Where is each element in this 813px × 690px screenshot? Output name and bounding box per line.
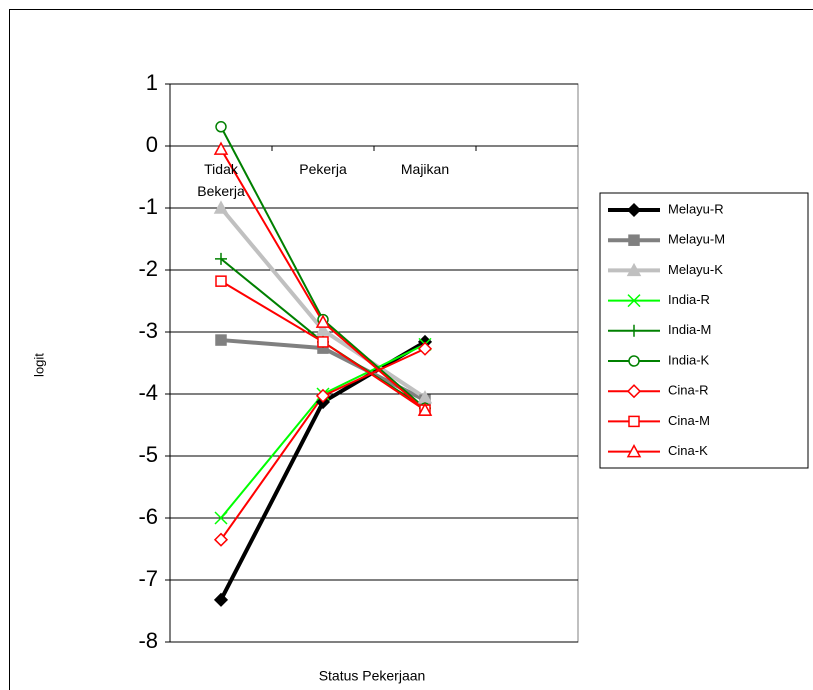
y-tick-label: -2 — [138, 256, 158, 281]
y-tick-label: 1 — [146, 70, 158, 95]
legend-label: Melayu-K — [668, 262, 723, 277]
y-axis-label: logit — [31, 353, 46, 377]
y-tick-label: -6 — [138, 504, 158, 529]
legend-label: Cina-R — [668, 383, 708, 398]
marker — [213, 141, 229, 155]
legend-item: India-M — [608, 322, 711, 337]
legend-item: India-R — [608, 292, 710, 308]
marker — [628, 355, 640, 367]
chart-border — [9, 9, 813, 690]
marker — [213, 592, 229, 607]
marker — [215, 252, 227, 265]
legend-label: India-R — [668, 292, 710, 307]
y-tick-label: -5 — [138, 442, 158, 467]
legend-label: Cina-M — [668, 413, 710, 428]
legend-item: Melayu-M — [608, 232, 725, 247]
x-tick-label: Majikan — [400, 161, 450, 177]
marker — [627, 294, 641, 308]
marker — [417, 341, 433, 356]
legend-item: Cina-M — [608, 413, 710, 428]
marker — [628, 234, 640, 246]
legend-label: Melayu-M — [668, 232, 725, 247]
marker — [215, 334, 227, 346]
legend-label: India-K — [668, 352, 710, 367]
marker — [213, 200, 229, 214]
legend-label: Melayu-R — [668, 201, 724, 216]
y-tick-label: -7 — [138, 566, 158, 591]
marker — [628, 415, 640, 428]
y-tick-label: -8 — [138, 628, 158, 653]
x-tick-label: Tidak Bekerja — [197, 161, 245, 199]
marker — [213, 532, 229, 547]
marker — [215, 275, 227, 287]
legend-item: Cina-R — [608, 383, 708, 399]
y-tick-label: -4 — [138, 380, 158, 405]
marker — [215, 121, 227, 133]
marker — [214, 511, 228, 525]
y-tick-label: 0 — [146, 132, 158, 157]
marker — [315, 314, 331, 328]
marker — [317, 336, 329, 348]
legend-label: India-M — [668, 322, 711, 337]
marker — [315, 322, 331, 336]
marker — [626, 384, 642, 399]
marker — [417, 402, 433, 416]
legend-item: Melayu-R — [608, 201, 724, 218]
x-tick-label: Pekerja — [299, 161, 347, 177]
marker — [626, 202, 642, 218]
y-tick-label: -1 — [138, 194, 158, 219]
marker — [626, 444, 642, 458]
legend-label: Cina-K — [668, 443, 708, 458]
marker — [628, 324, 640, 337]
legend-item: Melayu-K — [608, 262, 723, 277]
y-tick-label: -3 — [138, 318, 158, 343]
marker — [626, 262, 642, 277]
legend-item: India-K — [608, 352, 710, 367]
x-axis-label: Status Pekerjaan — [319, 668, 426, 684]
legend-item: Cina-K — [608, 443, 708, 458]
marker — [315, 388, 331, 403]
